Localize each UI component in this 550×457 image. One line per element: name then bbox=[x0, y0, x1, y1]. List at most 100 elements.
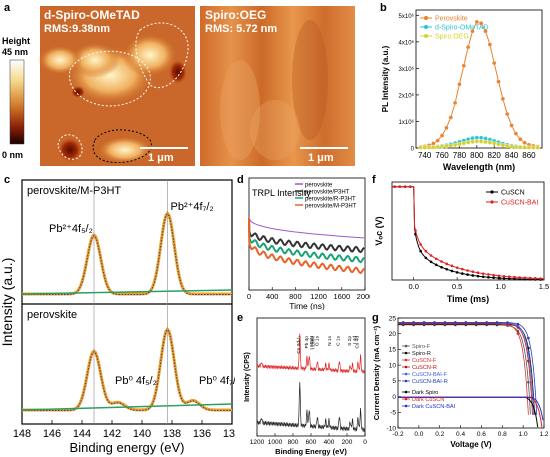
data-point bbox=[444, 125, 449, 130]
survey-spectrum bbox=[256, 333, 366, 374]
data-point bbox=[403, 185, 407, 188]
panel-f-label: f bbox=[372, 174, 376, 186]
afm-right-title: Spiro:OEG bbox=[205, 8, 267, 22]
data-point bbox=[474, 321, 478, 324]
y-tick-label: -5 bbox=[390, 410, 396, 417]
x-tick-label: 140 bbox=[133, 428, 151, 440]
data-point bbox=[419, 243, 422, 246]
plot-frame bbox=[397, 317, 545, 429]
pl-chart: 740 760 780 800 820 840 860 0 1x10⁶ 2x10⁶ 3x10⁶ 4x1… bbox=[381, 9, 543, 172]
x-tick-label: 136 bbox=[193, 428, 211, 440]
data-point bbox=[471, 274, 475, 277]
x-tick-label: 0.2 bbox=[435, 431, 444, 438]
x-tick-label: 800 bbox=[470, 151, 484, 160]
series-line bbox=[248, 217, 365, 264]
peak-label: Pb⁰ 4f₇/₂ bbox=[199, 375, 235, 387]
x-tick-label: 1200 bbox=[310, 292, 327, 301]
x-tick-label: 1200 bbox=[250, 439, 265, 446]
data-point bbox=[481, 272, 485, 275]
background-line bbox=[21, 289, 233, 295]
x-tick-label: 840 bbox=[505, 151, 519, 160]
legend-label: CuSCN bbox=[501, 190, 525, 197]
data-point bbox=[450, 269, 454, 273]
data-point bbox=[507, 277, 511, 280]
x-tick-label: 0 bbox=[247, 292, 251, 301]
peak-label: Pb²⁺4f₇/₂ bbox=[171, 201, 214, 213]
x-tick-label: 1.0 bbox=[519, 431, 528, 438]
data-point bbox=[513, 275, 516, 279]
legend-marker bbox=[424, 34, 428, 38]
data-point bbox=[479, 135, 484, 140]
x-tick-label: 0.6 bbox=[477, 431, 486, 438]
data-point bbox=[440, 260, 443, 263]
survey-spectrum bbox=[256, 382, 366, 433]
data-point bbox=[479, 21, 484, 26]
peak-label: I LMM bbox=[311, 336, 317, 349]
x-tick-label: 600 bbox=[306, 439, 317, 446]
data-point bbox=[424, 256, 428, 260]
x-axis-label: Wavelength (nm) bbox=[443, 162, 515, 172]
data-point bbox=[464, 321, 468, 324]
data-point bbox=[448, 143, 453, 148]
y-axis-label: Vₒc (V) bbox=[374, 216, 384, 245]
y-tick-label: 25 bbox=[389, 315, 397, 322]
legend-label: perovskite bbox=[305, 182, 333, 188]
legend-marker bbox=[404, 404, 408, 408]
x-tick-label: 860 bbox=[522, 151, 536, 160]
data-point bbox=[393, 185, 396, 188]
data-point bbox=[496, 79, 501, 84]
data-point bbox=[471, 270, 475, 274]
x-axis-label: Binding Energy (eV) bbox=[275, 447, 347, 456]
data-point bbox=[506, 321, 509, 324]
legend-marker bbox=[404, 390, 408, 394]
x-tick-label: 800 bbox=[289, 292, 302, 301]
colorbar-title: Height bbox=[2, 36, 30, 46]
data-point bbox=[426, 145, 432, 150]
series-line bbox=[420, 21, 538, 148]
data-point bbox=[476, 274, 480, 278]
x-axis-label: Time (ns) bbox=[289, 301, 325, 310]
y-tick-label: -10 bbox=[387, 425, 397, 432]
fit-envelope bbox=[22, 326, 232, 412]
y-tick-label: 5x10⁶ bbox=[399, 13, 415, 20]
peak-label: Pb²⁺4f₅/₂ bbox=[49, 223, 93, 235]
x-axis-label: Time (ms) bbox=[447, 294, 489, 304]
afm-right-rms: RMS: 5.72 nm bbox=[205, 23, 278, 35]
data-point bbox=[516, 324, 520, 328]
x-tick-label: 0.8 bbox=[498, 431, 507, 438]
plot-frame bbox=[21, 179, 233, 425]
x-tick-label: 800 bbox=[288, 439, 299, 446]
data-point bbox=[483, 29, 488, 34]
voc-decay-chart: 0.0 0.5 1.0 1.5 Time (ms) Vₒc (V) CuSCN CuSCN-B… bbox=[374, 181, 549, 304]
legend-label: Spiro:OEG bbox=[435, 34, 469, 41]
xps-survey-chart: 1200 1000 800 600 400 200 0 Binding Energy (eV)… bbox=[244, 317, 367, 456]
legend-label: Perovskite bbox=[435, 16, 468, 23]
data-point bbox=[465, 45, 471, 50]
legend-label: Spiro-R bbox=[412, 351, 431, 357]
data-point bbox=[518, 145, 523, 150]
data-point bbox=[422, 145, 427, 150]
plot-frame bbox=[391, 181, 545, 281]
data-point bbox=[516, 322, 520, 326]
peak-label: I 4d bbox=[352, 336, 358, 344]
panel-a: a bbox=[0, 0, 380, 170]
afm-right-scale: 1 μm bbox=[308, 152, 334, 164]
data-point bbox=[424, 249, 428, 253]
data-point bbox=[422, 321, 426, 324]
data-point bbox=[412, 321, 415, 324]
data-point bbox=[495, 321, 499, 324]
data-point bbox=[526, 145, 532, 150]
legend-marker bbox=[424, 16, 428, 20]
peak-label: Pb 4p bbox=[304, 336, 310, 349]
panel-g-label: g bbox=[372, 312, 379, 324]
data-point bbox=[507, 275, 511, 279]
data-point bbox=[429, 254, 433, 257]
data-point bbox=[418, 145, 423, 150]
data-point bbox=[485, 321, 488, 324]
data-point bbox=[487, 42, 493, 47]
series-line bbox=[248, 217, 365, 275]
data-point bbox=[539, 277, 542, 280]
data-point bbox=[461, 141, 466, 146]
x-tick-label: 1.2 bbox=[539, 431, 548, 438]
